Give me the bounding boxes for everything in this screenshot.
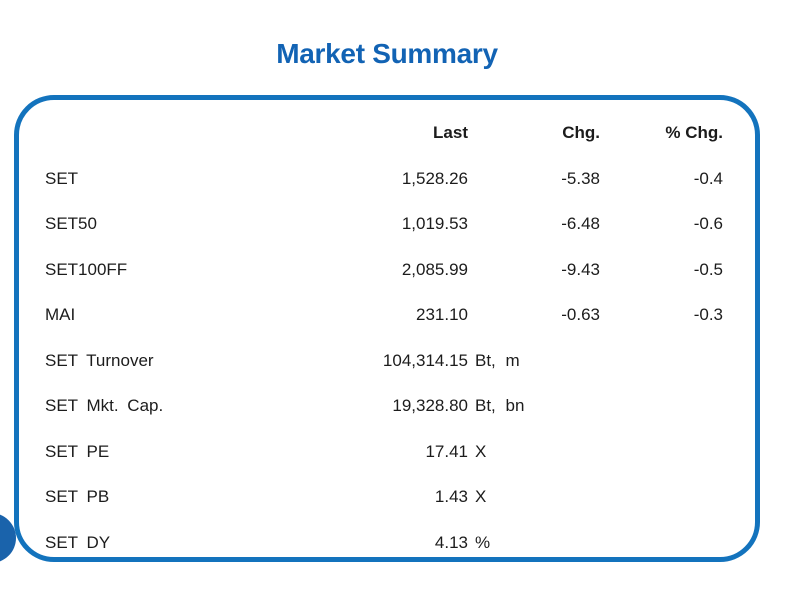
row-label: SET PB <box>45 487 110 507</box>
column-header-pct-chg: % Chg. <box>665 123 723 142</box>
row-unit <box>468 214 475 234</box>
market-summary-table: Last Chg. % Chg. SET 1,528.26 -5.38 -0.4… <box>45 110 723 566</box>
table-row: SET 1,528.26 -5.38 -0.4 <box>45 156 723 202</box>
page-title: Market Summary <box>276 38 498 69</box>
row-last-value: 231.10 <box>416 305 468 325</box>
header-unit-spacer <box>468 123 475 143</box>
row-unit: % <box>475 532 491 552</box>
row-label: SET100FF <box>45 259 128 279</box>
table-row: SET DY 4.13 % <box>45 520 723 566</box>
row-unit: Bt, bn <box>475 396 525 416</box>
row-unit <box>468 305 475 325</box>
row-unit: X <box>475 441 487 461</box>
row-pct-chg-value: -0.5 <box>693 259 723 279</box>
summary-box-border <box>14 95 760 562</box>
table-row: SET PE 17.41 X <box>45 429 723 475</box>
column-header-chg: Chg. <box>562 123 600 142</box>
row-label: SET50 <box>45 214 97 234</box>
row-last-value: 1,019.53 <box>401 214 468 234</box>
table-row: MAI 231.10 -0.63 -0.3 <box>45 293 723 339</box>
table-row: SET50 1,019.53 -6.48 -0.6 <box>45 202 723 248</box>
table-header-row: Last Chg. % Chg. <box>45 110 723 156</box>
row-chg-value: -0.63 <box>561 305 600 325</box>
row-chg-value: -9.43 <box>561 259 600 279</box>
row-last-value: 1.43 <box>434 487 468 507</box>
row-label: SET Turnover <box>45 350 154 370</box>
decorative-corner-circle <box>0 513 16 563</box>
row-last-value: 2,085.99 <box>401 259 468 279</box>
row-pct-chg-value: -0.4 <box>693 168 723 188</box>
row-pct-chg-value: -0.3 <box>693 305 723 325</box>
row-label: SET Mkt. Cap. <box>45 396 164 416</box>
row-last-value: 4.13 <box>434 532 468 552</box>
table-row: SET Turnover 104,314.15 Bt, m <box>45 338 723 384</box>
row-pct-chg-value: -0.6 <box>693 214 723 234</box>
row-last-value: 17.41 <box>425 441 468 461</box>
row-last-value: 1,528.26 <box>401 168 468 188</box>
row-label: SET PE <box>45 441 110 461</box>
row-label: SET <box>45 168 79 188</box>
table-row: SET Mkt. Cap. 19,328.80 Bt, bn <box>45 384 723 430</box>
row-unit <box>468 260 475 280</box>
row-chg-value: -6.48 <box>561 214 600 234</box>
column-header-last: Last <box>433 123 468 142</box>
row-unit: X <box>475 487 487 507</box>
row-unit: Bt, m <box>475 350 520 370</box>
table-row: SET100FF 2,085.99 -9.43 -0.5 <box>45 247 723 293</box>
row-label: SET DY <box>45 532 111 552</box>
table-row: SET PB 1.43 X <box>45 475 723 521</box>
row-label: MAI <box>45 305 76 325</box>
row-unit <box>468 169 475 189</box>
row-chg-value: -5.38 <box>561 168 600 188</box>
row-last-value: 104,314.15 <box>382 350 468 370</box>
row-last-value: 19,328.80 <box>392 396 468 416</box>
